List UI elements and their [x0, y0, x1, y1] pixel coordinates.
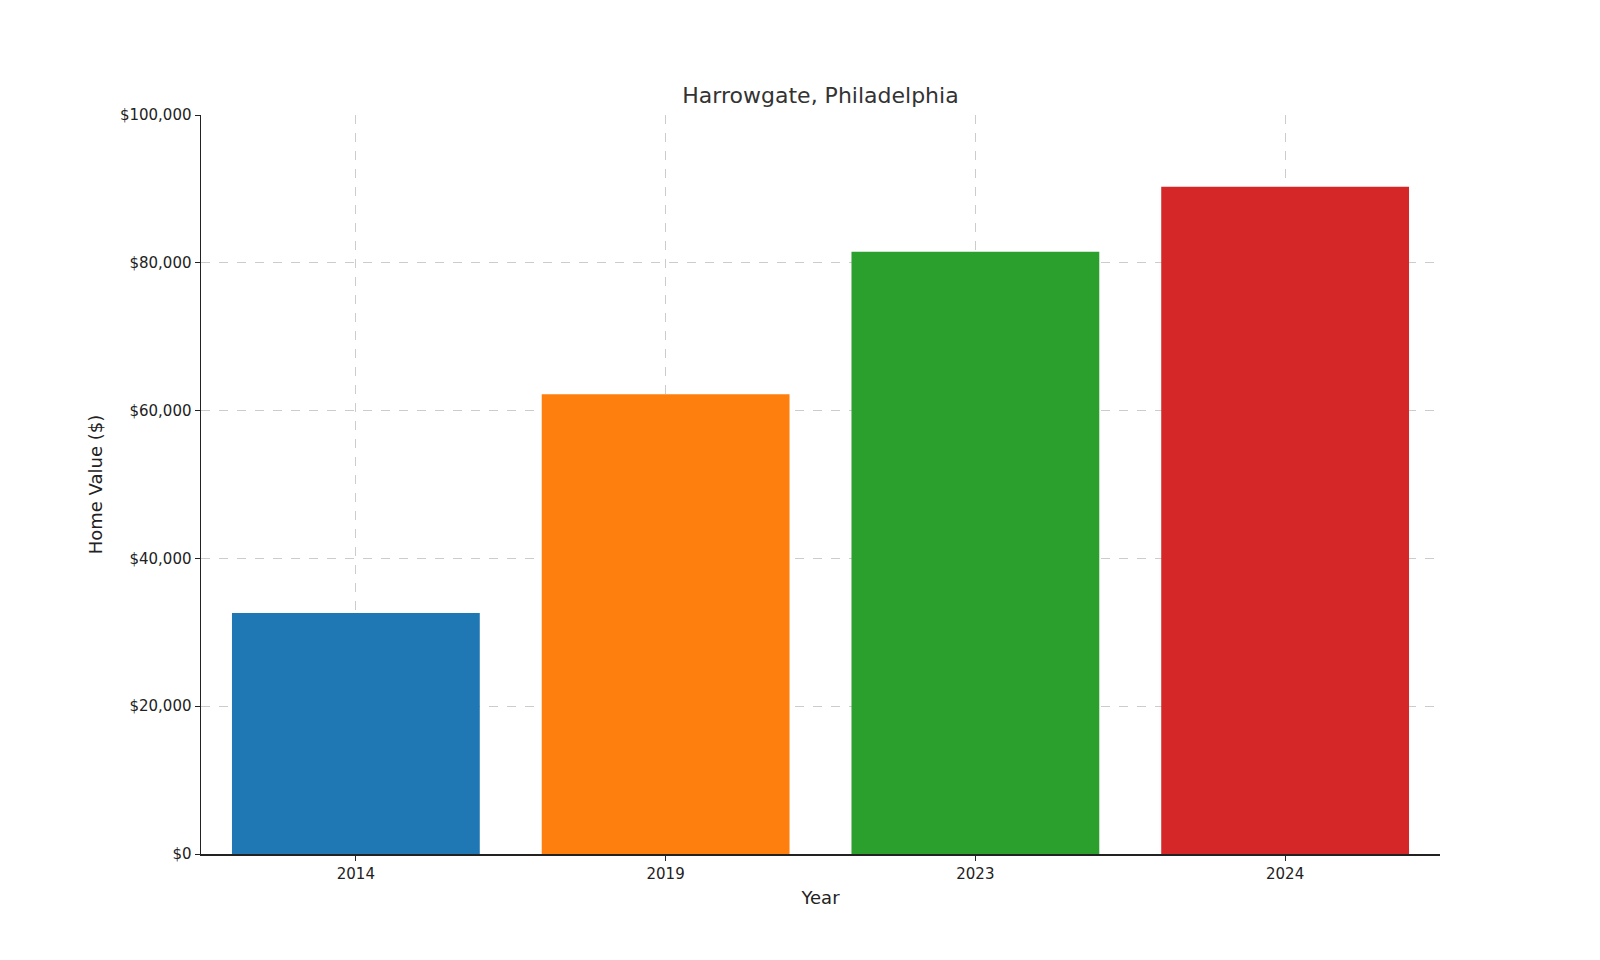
svg-text:2024: 2024: [1266, 865, 1304, 883]
svg-text:2014: 2014: [337, 865, 375, 883]
svg-text:$80,000: $80,000: [129, 254, 191, 272]
svg-text:Harrowgate, Philadelphia: Harrowgate, Philadelphia: [682, 83, 958, 108]
svg-text:$60,000: $60,000: [129, 402, 191, 420]
svg-text:Year: Year: [800, 887, 840, 908]
svg-text:2023: 2023: [956, 865, 994, 883]
svg-text:$20,000: $20,000: [129, 697, 191, 715]
svg-text:$40,000: $40,000: [129, 550, 191, 568]
svg-text:Home Value ($): Home Value ($): [85, 415, 106, 555]
svg-text:$0: $0: [172, 845, 191, 863]
svg-text:$100,000: $100,000: [120, 106, 192, 124]
svg-text:2019: 2019: [647, 865, 685, 883]
